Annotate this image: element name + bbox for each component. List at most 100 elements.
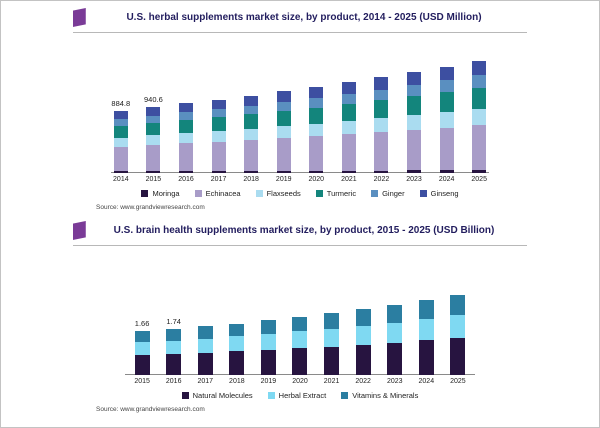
bar-segment-flaxseeds — [244, 128, 259, 141]
legend-item: Natural Molecules — [181, 391, 253, 400]
bar-column: 2019 — [260, 320, 277, 387]
bar-segment-ginger — [374, 89, 389, 101]
legend-item: Herbal Extract — [267, 391, 326, 400]
x-axis-tick-label: 2023 — [406, 176, 422, 183]
title-ribbon-icon — [72, 221, 86, 240]
x-axis-tick-label: 2025 — [471, 176, 487, 183]
stacked-bar — [341, 82, 356, 173]
x-axis-tick-label: 2016 — [165, 378, 182, 385]
bar-segment-flaxseeds — [374, 118, 389, 133]
bar-segment-ginger — [472, 75, 487, 88]
bar-column: 2025 — [450, 294, 466, 387]
stacked-bar — [244, 95, 259, 173]
stacked-bar — [387, 304, 403, 375]
stacked-bar — [276, 91, 291, 173]
bar-segment-ginger — [309, 98, 324, 108]
stacked-bar — [418, 300, 434, 375]
bar-column: 2023 — [406, 72, 422, 185]
legend-item: Flaxseeds — [255, 189, 301, 198]
bar-segment-turmeric — [244, 114, 259, 129]
bar-segment-vitamins-minerals — [260, 320, 276, 335]
bar-segment-moringa — [309, 170, 324, 173]
bar-segment-natural-molecules — [355, 344, 371, 375]
stacked-bar — [324, 313, 340, 375]
bar-column: 2023 — [387, 304, 403, 387]
bar-segment-flaxseeds — [472, 109, 487, 126]
bar-segment-natural-molecules — [197, 352, 213, 375]
x-axis-tick-label: 2018 — [229, 378, 245, 385]
bar-segment-vitamins-minerals — [450, 294, 466, 315]
bar-segment-herbal-extract — [166, 340, 182, 354]
bar-segment-vitamins-minerals — [229, 323, 245, 337]
bar-segment-echinacea — [374, 132, 389, 171]
bar-column: 2021 — [324, 313, 340, 387]
stacked-bar — [197, 326, 213, 375]
bar-segment-herbal-extract — [229, 336, 245, 352]
bar-segment-vitamins-minerals — [387, 304, 403, 323]
bar-column: 1.74 2016 — [165, 317, 182, 387]
bar-value-label: 884.8 — [111, 98, 131, 108]
x-axis-tick-label: 2017 — [210, 176, 227, 183]
bar-segment-natural-molecules — [418, 340, 434, 375]
legend-swatch-icon — [141, 190, 149, 197]
legend-item: Vitamins & Minerals — [341, 391, 418, 400]
source-note: Source: www.grandviewresearch.com — [96, 406, 205, 413]
legend-item: Ginseng — [419, 189, 459, 198]
legend-swatch-icon — [371, 190, 379, 197]
bar-segment-echinacea — [113, 146, 128, 172]
bar-segment-ginger — [113, 118, 128, 126]
bar-segment-ginseng — [146, 106, 161, 116]
bar-column: 2018 — [243, 95, 259, 185]
bar-segment-moringa — [244, 171, 259, 173]
bar-segment-herbal-extract — [134, 342, 150, 355]
brain-health-chart-section: U.S. brain health supplements market siz… — [1, 221, 599, 413]
stacked-bar — [407, 72, 422, 173]
legend-label: Natural Molecules — [192, 391, 253, 400]
bar-column: 2017 — [197, 326, 213, 387]
bar-value-label: 1.66 — [134, 319, 150, 329]
bar-segment-moringa — [374, 170, 389, 173]
chart-title-bar: U.S. herbal supplements market size, by … — [72, 8, 528, 33]
chart-title: U.S. brain health supplements market siz… — [113, 224, 495, 236]
legend-label: Flaxseeds — [266, 189, 301, 198]
bar-segment-moringa — [178, 171, 193, 173]
bar-segment-natural-molecules — [166, 353, 182, 375]
x-axis-tick-label: 2025 — [450, 378, 466, 385]
bar-segment-ginger — [276, 101, 291, 111]
bar-segment-echinacea — [211, 141, 226, 172]
stacked-bar — [309, 86, 324, 173]
bar-column: 2016 — [178, 103, 194, 185]
legend-item: Echinacea — [194, 189, 241, 198]
bar-segment-ginseng — [374, 77, 389, 90]
bar-segment-turmeric — [407, 96, 422, 116]
legend-label: Turmeric — [326, 189, 357, 198]
bar-segment-echinacea — [439, 127, 454, 171]
bar-segment-ginseng — [472, 60, 487, 76]
bar-segment-herbal-extract — [450, 314, 466, 339]
bar-segment-ginseng — [276, 91, 291, 102]
bar-segment-ginger — [211, 109, 226, 118]
bar-segment-turmeric — [211, 117, 226, 132]
bar-segment-ginger — [244, 105, 259, 115]
bar-segment-ginger — [146, 115, 161, 123]
stacked-bar — [113, 110, 128, 173]
bar-column: 2022 — [374, 77, 389, 185]
legend-label: Ginger — [382, 189, 405, 198]
bar-segment-echinacea — [276, 138, 291, 171]
bar-segment-ginger — [178, 112, 193, 121]
stacked-bar — [439, 66, 454, 173]
herbal-stacked-bar-plot: 884.8 2014 940.6 2015 2016 2017 2018 2019 2020 20… — [1, 43, 599, 185]
bar-segment-vitamins-minerals — [324, 313, 340, 329]
bar-segment-echinacea — [309, 136, 324, 171]
brain-health-stacked-bar-plot: 1.66 2015 1.74 2016 2017 2018 2019 2020 2021 2022… — [1, 280, 599, 387]
bar-column: 884.8 2014 — [111, 99, 130, 185]
bar-segment-herbal-extract — [260, 334, 276, 350]
legend-swatch-icon — [194, 190, 202, 197]
x-axis-tick-label: 2019 — [260, 378, 277, 385]
legend-swatch-icon — [255, 190, 263, 197]
bar-segment-moringa — [211, 171, 226, 173]
bar-segment-flaxseeds — [276, 126, 291, 139]
bar-segment-natural-molecules — [387, 342, 403, 375]
legend-swatch-icon — [181, 392, 189, 399]
